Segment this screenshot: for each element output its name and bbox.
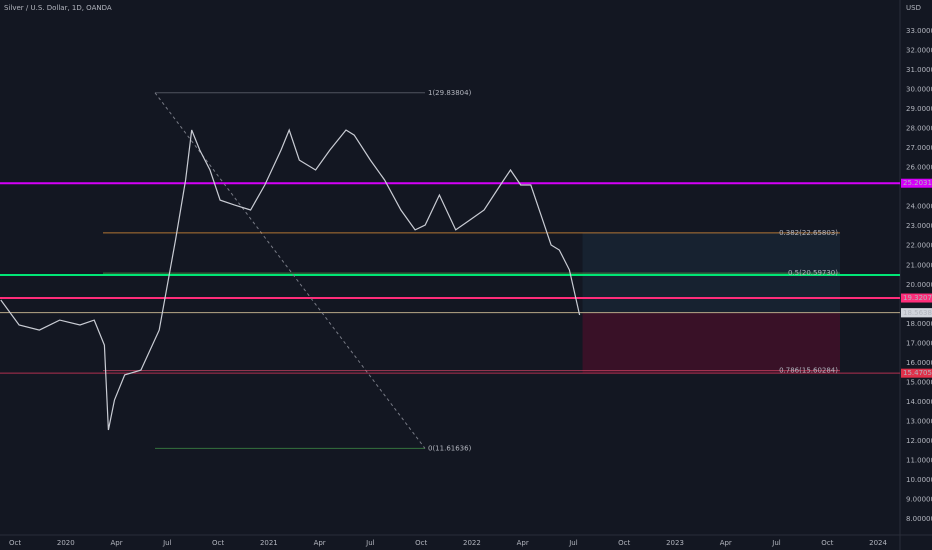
x-tick-label: 2021 <box>260 539 278 547</box>
x-tick-label: Jul <box>365 539 375 547</box>
y-tick-label: 23.00000 <box>906 222 932 230</box>
x-tick-label: Jul <box>771 539 781 547</box>
y-tick-label: 24.00000 <box>906 203 932 211</box>
y-tick-label: 30.00000 <box>906 86 932 94</box>
fib-zone <box>582 312 840 374</box>
price-tag <box>901 178 932 188</box>
y-tick-label: 20.00000 <box>906 281 932 289</box>
price-tag-label: 15.47059 <box>903 369 932 377</box>
price-tag <box>901 368 932 378</box>
x-tick-label: Apr <box>720 539 732 547</box>
y-tick-label: 28.00000 <box>906 125 932 133</box>
y-tick-label: 32.00000 <box>906 47 932 55</box>
y-tick-label: 26.00000 <box>906 164 932 172</box>
y-tick-label: 29.00000 <box>906 105 932 113</box>
y-tick-label: 10.00000 <box>906 476 932 484</box>
x-tick-label: Apr <box>314 539 326 547</box>
price-tag <box>901 308 932 318</box>
x-tick-label: 2022 <box>463 539 481 547</box>
price-tag-label: 19.32075 <box>903 294 932 302</box>
y-tick-label: 14.00000 <box>906 398 932 406</box>
y-tick-label: 13.00000 <box>906 417 932 425</box>
x-tick-label: Jul <box>568 539 578 547</box>
y-tick-label: 31.00000 <box>906 66 932 74</box>
price-tag <box>901 293 932 303</box>
y-tick-label: 27.00000 <box>906 144 932 152</box>
y-tick-label: 16.00000 <box>906 359 932 367</box>
y-tick-label: 21.00000 <box>906 261 932 269</box>
x-tick-label: Apr <box>517 539 529 547</box>
fib-label: 0.5(20.59730) <box>788 269 838 277</box>
x-tick-label: Oct <box>9 539 21 547</box>
fib-label: 0(11.61636) <box>428 444 472 452</box>
price-tag-label: 25.20314 <box>903 179 932 187</box>
y-tick-label: 9.00000 <box>906 495 932 503</box>
price-line <box>0 128 581 431</box>
y-tick-label: 11.00000 <box>906 456 932 464</box>
x-tick-label: 2023 <box>666 539 684 547</box>
x-tick-label: Oct <box>212 539 224 547</box>
x-tick-label: Apr <box>110 539 122 547</box>
price-tag-label: 18.56384 <box>903 309 932 317</box>
fib-label: 0.382(22.65803) <box>779 229 838 237</box>
y-tick-label: 18.00000 <box>906 320 932 328</box>
x-tick-label: Oct <box>618 539 630 547</box>
x-tick-label: 2024 <box>869 539 887 547</box>
x-tick-label: Jul <box>162 539 172 547</box>
chart-title: Silver / U.S. Dollar, 1D, OANDA <box>4 4 112 12</box>
x-tick-label: Oct <box>415 539 427 547</box>
y-tick-label: 22.00000 <box>906 242 932 250</box>
x-tick-label: 2020 <box>57 539 75 547</box>
fib-label: 0.786(15.60284) <box>779 367 838 375</box>
y-tick-label: 12.00000 <box>906 437 932 445</box>
y-tick-label: 17.00000 <box>906 339 932 347</box>
y-tick-label: 15.00000 <box>906 378 932 386</box>
x-tick-label: Oct <box>821 539 833 547</box>
y-tick-label: 8.00000 <box>906 515 932 523</box>
fib-trend <box>154 92 426 449</box>
y-unit: USD <box>906 4 921 12</box>
y-tick-label: 33.00000 <box>906 27 932 35</box>
fib-label: 1(29.83804) <box>428 89 472 97</box>
